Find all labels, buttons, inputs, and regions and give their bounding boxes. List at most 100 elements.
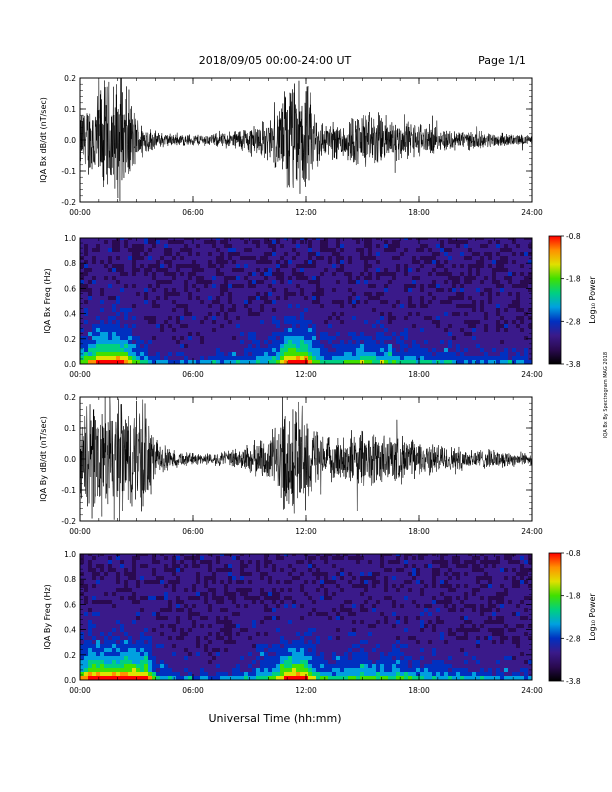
spectrogram-cell bbox=[512, 320, 516, 324]
spectrogram-cell bbox=[116, 656, 120, 660]
spectrogram-cell bbox=[116, 288, 120, 292]
spectrogram-cell bbox=[440, 280, 444, 284]
spectrogram-cell bbox=[344, 356, 348, 360]
spectrogram-cell bbox=[420, 260, 424, 264]
spectrogram-cell bbox=[196, 656, 200, 660]
spectrogram-cell bbox=[104, 560, 108, 564]
spectrogram-cell bbox=[160, 284, 164, 288]
spectrogram-cell bbox=[156, 244, 160, 248]
spectrogram-cell bbox=[80, 652, 84, 656]
spectrogram-cell bbox=[504, 340, 508, 344]
spectrogram-cell bbox=[208, 284, 212, 288]
spectrogram-cell bbox=[388, 344, 392, 348]
spectrogram-cell bbox=[136, 356, 140, 360]
spectrogram-cell bbox=[80, 568, 84, 572]
spectrogram-cell bbox=[188, 628, 192, 632]
spectrogram-cell bbox=[304, 304, 308, 308]
spectrogram-cell bbox=[332, 324, 336, 328]
spectrogram-cell bbox=[88, 628, 92, 632]
spectrogram-cell bbox=[464, 248, 468, 252]
spectrogram-cell bbox=[272, 340, 276, 344]
spectrogram-cell bbox=[108, 580, 112, 584]
spectrogram-cell bbox=[452, 252, 456, 256]
spectrogram-cell bbox=[120, 600, 124, 604]
spectrogram-cell bbox=[108, 320, 112, 324]
spectrogram-cell bbox=[280, 356, 284, 360]
spectrogram-cell bbox=[172, 324, 176, 328]
spectrogram-cell bbox=[136, 268, 140, 272]
spectrogram-cell bbox=[112, 648, 116, 652]
spectrogram-cell bbox=[460, 240, 464, 244]
spectrogram-cell bbox=[120, 300, 124, 304]
spectrogram-cell bbox=[184, 656, 188, 660]
spectrogram-cell bbox=[232, 360, 236, 364]
spectrogram-cell bbox=[396, 288, 400, 292]
spectrogram-cell bbox=[244, 260, 248, 264]
spectrogram-cell bbox=[340, 244, 344, 248]
spectrogram-cell bbox=[196, 356, 200, 360]
spectrogram-cell bbox=[244, 336, 248, 340]
spectrogram-cell bbox=[92, 284, 96, 288]
spectrogram-cell bbox=[184, 636, 188, 640]
spectrogram-cell bbox=[160, 244, 164, 248]
spectrogram-cell bbox=[144, 584, 148, 588]
spectrogram-cell bbox=[188, 328, 192, 332]
spectrogram-cell bbox=[172, 600, 176, 604]
spectrogram-cell bbox=[520, 296, 524, 300]
spectrogram-cell bbox=[208, 316, 212, 320]
spectrogram-cell bbox=[148, 564, 152, 568]
spectrogram-cell bbox=[308, 332, 312, 336]
spectrogram-cell bbox=[276, 240, 280, 244]
spectrogram-cell bbox=[336, 328, 340, 332]
spectrogram-cell bbox=[148, 240, 152, 244]
spectrogram-cell bbox=[476, 260, 480, 264]
spectrogram-cell bbox=[516, 356, 520, 360]
spectrogram-cell bbox=[120, 656, 124, 660]
spectrogram-cell bbox=[512, 360, 516, 364]
spectrogram-cell bbox=[152, 292, 156, 296]
spectrogram-cell bbox=[396, 292, 400, 296]
spectrogram-cell bbox=[376, 280, 380, 284]
spectrogram-cell bbox=[160, 572, 164, 576]
spectrogram-cell bbox=[104, 612, 108, 616]
spectrogram-cell bbox=[244, 280, 248, 284]
spectrogram-cell bbox=[156, 636, 160, 640]
spectrogram-cell bbox=[296, 248, 300, 252]
spectrogram-cell bbox=[364, 324, 368, 328]
spectrogram-cell bbox=[100, 324, 104, 328]
spectrogram-cell bbox=[212, 356, 216, 360]
spectrogram-cell bbox=[92, 340, 96, 344]
spectrogram-cell bbox=[284, 300, 288, 304]
spectrogram-cell bbox=[160, 328, 164, 332]
spectrogram-cell bbox=[336, 244, 340, 248]
spectrogram-cell bbox=[528, 284, 532, 288]
spectrogram-cell bbox=[112, 612, 116, 616]
spectrogram-cell bbox=[228, 280, 232, 284]
spectrogram-cell bbox=[460, 276, 464, 280]
spectrogram-cell bbox=[116, 332, 120, 336]
spectrogram-cell bbox=[152, 340, 156, 344]
spectrogram-cell bbox=[180, 656, 184, 660]
spectrogram-cell bbox=[124, 360, 128, 364]
spectrogram-cell bbox=[208, 296, 212, 300]
spectrogram-cell bbox=[96, 316, 100, 320]
spectrogram-cell bbox=[412, 238, 416, 240]
spectrogram-cell bbox=[284, 312, 288, 316]
spectrogram-cell bbox=[136, 624, 140, 628]
spectrogram-cell bbox=[508, 244, 512, 248]
spectrogram-cell bbox=[228, 244, 232, 248]
spectrogram-cell bbox=[528, 238, 532, 240]
spectrogram-cell bbox=[376, 344, 380, 348]
spectrogram-cell bbox=[184, 304, 188, 308]
spectrogram-cell bbox=[432, 304, 436, 308]
spectrogram-cell bbox=[104, 238, 108, 240]
spectrogram-cell bbox=[280, 320, 284, 324]
spectrogram-cell bbox=[192, 352, 196, 356]
spectrogram-cell bbox=[304, 288, 308, 292]
spectrogram-cell bbox=[136, 584, 140, 588]
spectrogram-cell bbox=[244, 312, 248, 316]
spectrogram-cell bbox=[276, 256, 280, 260]
spectrogram-cell bbox=[380, 336, 384, 340]
spectrogram-cell bbox=[140, 672, 144, 676]
spectrogram-cell bbox=[180, 320, 184, 324]
